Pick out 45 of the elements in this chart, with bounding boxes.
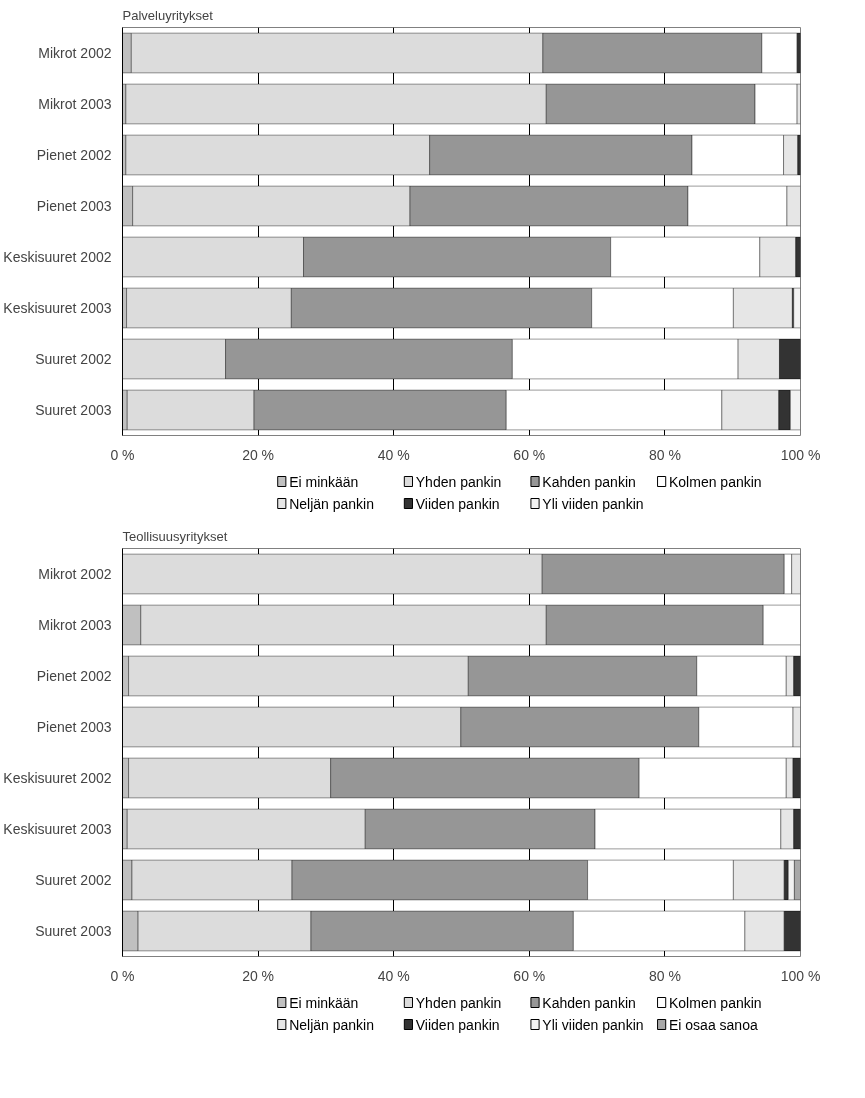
legend-label: Yhden pankin bbox=[415, 994, 502, 1011]
x-tick-label: 40 % bbox=[377, 967, 410, 984]
x-tick-label: 80 % bbox=[648, 446, 681, 463]
chart-title: Palveluyritykset bbox=[122, 7, 214, 23]
y-tick-label: Pienet 2003 bbox=[36, 198, 112, 214]
y-tick-label: Suuret 2003 bbox=[35, 923, 112, 939]
y-tick-label: Pienet 2002 bbox=[36, 668, 112, 684]
x-tick-label: 20 % bbox=[242, 446, 275, 463]
legend-label: Viiden pankin bbox=[415, 1016, 500, 1033]
y-tick-label: Keskisuuret 2002 bbox=[3, 249, 112, 265]
legend-label: Neljän pankin bbox=[289, 1016, 374, 1033]
y-tick-label: Keskisuuret 2003 bbox=[3, 821, 112, 837]
y-tick-label: Suuret 2002 bbox=[35, 872, 112, 888]
x-tick-label: 60 % bbox=[513, 967, 546, 984]
y-tick-label: Keskisuuret 2003 bbox=[3, 300, 112, 316]
legend-label: Ei minkään bbox=[289, 994, 359, 1011]
y-tick-label: Mikrot 2003 bbox=[38, 617, 112, 633]
legend-label: Neljän pankin bbox=[289, 495, 374, 512]
y-tick-label: Mikrot 2002 bbox=[38, 45, 112, 61]
x-tick-label: 80 % bbox=[648, 967, 681, 984]
legend-label: Kahden pankin bbox=[542, 473, 636, 490]
x-tick-label: 100 % bbox=[780, 967, 821, 984]
y-tick-label: Suuret 2003 bbox=[35, 402, 112, 418]
y-tick-label: Suuret 2002 bbox=[35, 351, 112, 367]
chart-title: Teollisuusyritykset bbox=[122, 528, 228, 544]
x-tick-label: 100 % bbox=[780, 446, 821, 463]
legend-label: Yhden pankin bbox=[415, 473, 502, 490]
legend-label: Viiden pankin bbox=[415, 495, 500, 512]
legend-label: Yli viiden pankin bbox=[542, 495, 644, 512]
y-tick-label: Mikrot 2002 bbox=[38, 566, 112, 582]
x-tick-label: 0 % bbox=[110, 446, 135, 463]
y-tick-label: Keskisuuret 2002 bbox=[3, 770, 112, 786]
legend-label: Kolmen pankin bbox=[668, 994, 762, 1011]
x-tick-label: 60 % bbox=[513, 446, 546, 463]
legend-label: Yli viiden pankin bbox=[542, 1016, 644, 1033]
y-tick-label: Pienet 2002 bbox=[36, 147, 112, 163]
y-tick-label: Mikrot 2003 bbox=[38, 96, 112, 112]
y-tick-label: Pienet 2003 bbox=[36, 719, 112, 735]
legend-label: Ei osaa sanoa bbox=[668, 1016, 758, 1033]
x-tick-label: 40 % bbox=[377, 446, 410, 463]
legend-label: Kolmen pankin bbox=[668, 473, 762, 490]
legend-label: Ei minkään bbox=[289, 473, 359, 490]
legend-label: Kahden pankin bbox=[542, 994, 636, 1011]
x-tick-label: 20 % bbox=[242, 967, 275, 984]
x-tick-label: 0 % bbox=[110, 967, 135, 984]
